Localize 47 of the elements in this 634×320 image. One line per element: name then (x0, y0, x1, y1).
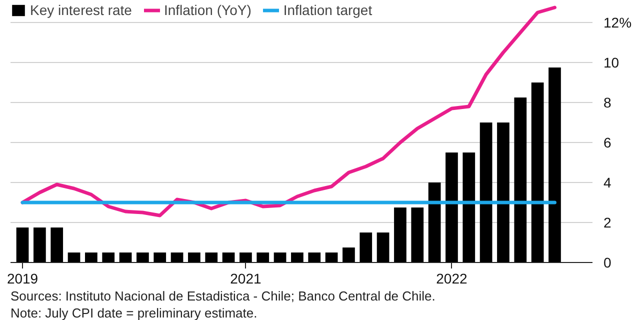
bar (291, 252, 304, 262)
x-tick-label: 2021 (230, 270, 262, 286)
bar (102, 252, 115, 262)
bar (480, 122, 492, 262)
bar (274, 252, 286, 262)
x-tick-label: 2022 (436, 270, 468, 286)
y-tick-label: 6 (604, 134, 612, 150)
bar (394, 208, 406, 262)
legend-label: Inflation target (283, 2, 372, 18)
bar (240, 252, 252, 262)
bar (514, 98, 527, 262)
text: Note: July CPI date = preliminary estimate. (10, 306, 258, 320)
bar (85, 252, 98, 262)
bar (531, 82, 544, 262)
bar (360, 232, 372, 262)
bar (68, 252, 80, 262)
y-tick-label: 8 (604, 94, 612, 110)
legend-label: Inflation (YoY) (164, 2, 252, 18)
bar (462, 152, 476, 262)
legend-label: Key interest rate (30, 2, 132, 18)
bar (170, 252, 184, 262)
y-tick-label: 10 (604, 54, 620, 70)
bar (325, 252, 338, 262)
bar (119, 252, 132, 262)
y-tick-label: 12% (604, 14, 632, 30)
y-tick-label: 0 (604, 254, 612, 270)
bar (342, 248, 355, 262)
bar (446, 152, 458, 262)
bar (548, 68, 561, 262)
bar (16, 228, 29, 262)
bar (411, 208, 424, 262)
bar (222, 252, 235, 262)
bar (188, 252, 200, 262)
source-note: Sources: Instituto Nacional de Estadistica - Chile; Banco Central de Chile. (10, 288, 436, 304)
bar (428, 182, 441, 262)
bar (308, 252, 321, 262)
bar (205, 252, 218, 262)
bar (154, 252, 166, 262)
bar (34, 228, 46, 262)
y-tick-label: 2 (604, 214, 612, 230)
bar (376, 232, 390, 262)
y-tick-label: 4 (604, 174, 612, 190)
bar (50, 228, 64, 262)
x-tick-label: 2019 (6, 270, 38, 286)
bar (497, 122, 510, 262)
bar (136, 252, 149, 262)
bar (256, 252, 270, 262)
